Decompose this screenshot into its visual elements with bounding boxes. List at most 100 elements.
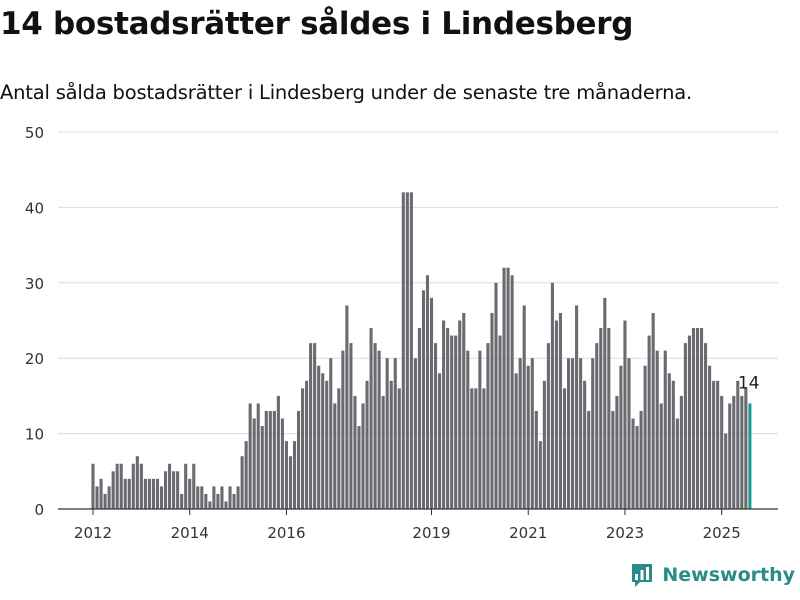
bar (498, 335, 502, 509)
x-tick-label: 2012 (74, 524, 112, 542)
bar (292, 441, 297, 509)
bar (417, 328, 421, 509)
bar (478, 350, 482, 509)
bar (687, 335, 691, 509)
bar (220, 486, 224, 509)
bar (143, 478, 147, 509)
bar (736, 380, 740, 509)
bar (619, 365, 623, 509)
bar (611, 410, 615, 509)
bar (643, 365, 647, 509)
bar (240, 456, 244, 509)
bar (163, 471, 168, 509)
bar (651, 312, 655, 509)
bar (409, 192, 413, 509)
bar (168, 463, 172, 509)
bar (184, 463, 188, 509)
bar (244, 441, 248, 509)
bar (365, 380, 369, 509)
bar (595, 343, 599, 509)
bar-chart-icon (632, 564, 653, 587)
bar (579, 358, 583, 509)
bar (99, 478, 103, 509)
bar (538, 441, 542, 509)
bar (421, 290, 426, 509)
bar (667, 373, 671, 509)
x-tick-label: 2023 (606, 524, 644, 542)
page-title: 14 bostadsrätter såldes i Lindesberg (0, 6, 634, 42)
bar (115, 463, 119, 509)
bar (522, 305, 526, 509)
bar (260, 426, 264, 509)
bar (635, 426, 639, 509)
bar (180, 493, 184, 509)
bar (296, 410, 301, 509)
bar (510, 275, 514, 509)
bar (728, 403, 732, 509)
bar (313, 343, 317, 509)
bar (566, 358, 571, 509)
bar (228, 486, 232, 509)
bar (502, 267, 506, 509)
bar (176, 471, 180, 509)
bar (724, 433, 728, 509)
bar (740, 395, 744, 509)
bar (321, 373, 325, 509)
bar (369, 328, 373, 509)
bar (732, 395, 736, 509)
bar (587, 410, 591, 509)
bar (607, 328, 611, 509)
bar (236, 486, 240, 509)
bar (232, 493, 236, 509)
highlight-data-label: 14 (738, 373, 760, 393)
logo-text: Newsworthy (662, 564, 795, 586)
bar (135, 456, 139, 509)
bar (679, 395, 683, 509)
bar (212, 486, 216, 509)
bar (325, 380, 329, 509)
bar (397, 388, 401, 509)
bar (442, 320, 446, 509)
bar (119, 463, 123, 509)
bar (107, 486, 111, 509)
bar (550, 282, 554, 509)
bar (131, 463, 135, 509)
bar-highlight (748, 403, 752, 509)
bar (123, 478, 127, 509)
bar (704, 343, 708, 509)
bar (720, 395, 724, 509)
bar (438, 373, 442, 509)
bar (615, 395, 619, 509)
bar (490, 312, 494, 509)
bar (103, 493, 107, 509)
bar (373, 343, 377, 509)
bar (627, 358, 631, 509)
bar (276, 395, 280, 509)
bar (591, 358, 595, 509)
y-tick-label: 20 (25, 350, 44, 368)
bar (353, 395, 357, 509)
y-tick-label: 10 (25, 426, 44, 444)
bar (429, 297, 434, 509)
bar (345, 305, 349, 509)
bar (204, 493, 208, 509)
bar (482, 388, 486, 509)
bar (341, 350, 345, 509)
bar (381, 395, 385, 509)
bar (675, 418, 679, 509)
bar (200, 486, 204, 509)
bar (530, 358, 534, 509)
bar (486, 343, 490, 509)
y-tick-label: 50 (25, 124, 44, 142)
bar (389, 380, 393, 509)
page-subtitle: Antal sålda bostadsrätter i Lindesberg u… (0, 81, 693, 104)
x-tick-label: 2016 (267, 524, 305, 542)
bar (514, 373, 518, 509)
bar (571, 358, 575, 509)
bar (413, 358, 417, 509)
bar (91, 463, 95, 509)
newsworthy-logo: Newsworthy (630, 562, 795, 588)
bar (284, 441, 288, 509)
y-tick-label: 40 (25, 199, 44, 217)
bar (192, 463, 196, 509)
